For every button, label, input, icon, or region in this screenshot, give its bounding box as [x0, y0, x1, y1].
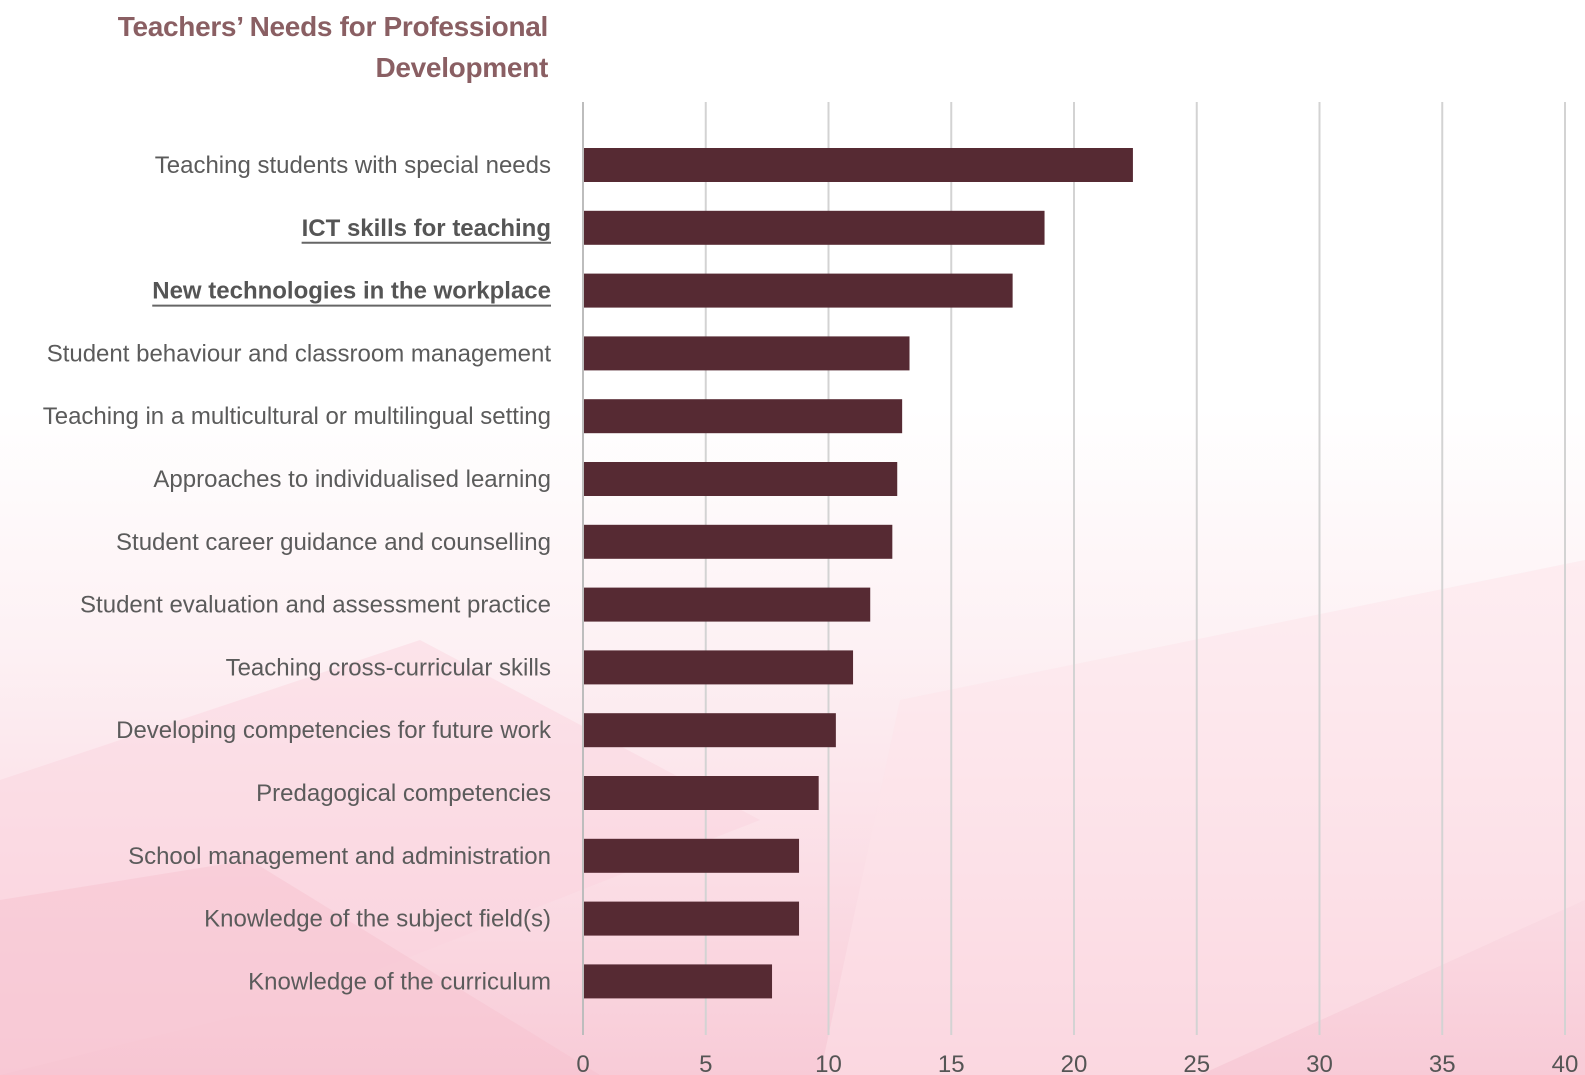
x-tick-label: 0	[576, 1051, 589, 1075]
bar	[584, 964, 773, 999]
bar	[584, 148, 1133, 182]
x-axis-ticks: 0 5 10 15 20 25 30 35 40	[576, 1051, 1578, 1075]
bars	[584, 148, 1133, 999]
category-label: New technologies in the workplace	[152, 278, 551, 305]
bar	[584, 273, 1013, 308]
category-label: Knowledge of the subject field(s)	[204, 906, 551, 933]
category-label: School management and administration	[128, 843, 551, 870]
category-label: Teaching in a multicultural or multiling…	[43, 403, 551, 430]
bar	[584, 901, 800, 936]
x-tick-label: 10	[815, 1051, 842, 1075]
bar	[584, 713, 836, 748]
category-label: Developing competencies for future work	[116, 717, 552, 744]
category-label: Teaching students with special needs	[155, 152, 551, 179]
x-tick-label: 15	[938, 1051, 965, 1075]
category-label: Student career guidance and counselling	[116, 529, 551, 556]
x-tick-label: 5	[699, 1051, 712, 1075]
bar	[584, 838, 800, 873]
x-tick-label: 40	[1552, 1051, 1579, 1075]
bar	[584, 776, 819, 810]
bar	[584, 462, 898, 496]
category-label: ICT skills for teaching	[302, 215, 551, 242]
category-labels: Teaching students with special needs ICT …	[43, 152, 552, 995]
bar	[584, 399, 903, 434]
gridlines	[582, 102, 1566, 1035]
bar	[584, 524, 893, 559]
category-label: Knowledge of the curriculum	[248, 968, 551, 995]
category-label: Student evaluation and assessment practi…	[80, 592, 551, 619]
bar	[584, 336, 910, 371]
category-label: Student behaviour and classroom manageme…	[47, 340, 552, 367]
category-label: Predagogical competencies	[256, 780, 551, 807]
bar	[584, 587, 871, 622]
category-label: Teaching cross-curricular skills	[226, 654, 551, 681]
x-tick-label: 30	[1306, 1051, 1333, 1075]
bar	[584, 210, 1045, 245]
x-tick-label: 35	[1429, 1051, 1456, 1075]
x-tick-label: 20	[1061, 1051, 1088, 1075]
chart-title: Teachers’ Needs for Professional Develop…	[117, 11, 549, 83]
category-label: Approaches to individualised learning	[153, 466, 551, 493]
x-tick-label: 25	[1183, 1051, 1210, 1075]
bar	[584, 650, 854, 685]
